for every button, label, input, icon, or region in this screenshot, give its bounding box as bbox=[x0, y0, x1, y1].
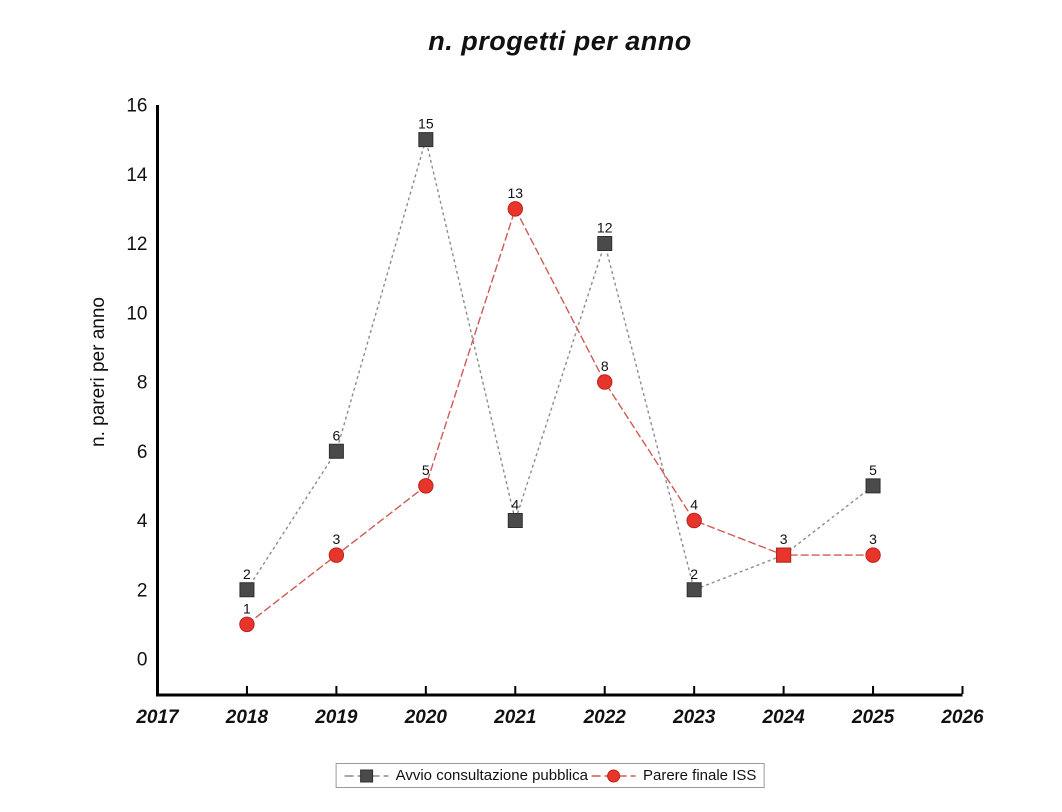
data-point-marker bbox=[418, 478, 434, 494]
data-point-label: 2 bbox=[690, 566, 698, 582]
data-point-label: 5 bbox=[869, 462, 877, 478]
data-point-label: 15 bbox=[418, 116, 434, 132]
data-point-marker bbox=[328, 547, 345, 563]
data-point-marker bbox=[507, 513, 523, 528]
data-point-label: 4 bbox=[511, 497, 519, 513]
y-tick-label: 0 bbox=[137, 650, 148, 671]
x-tick-label: 2025 bbox=[851, 707, 895, 728]
y-tick-label: 8 bbox=[137, 373, 148, 394]
data-point-marker bbox=[686, 512, 702, 529]
x-tick-label: 2020 bbox=[404, 707, 448, 728]
data-point-marker bbox=[776, 547, 792, 563]
legend: Avvio consultazione pubblica Parere fina… bbox=[335, 763, 765, 788]
legend-parere-marker-icon bbox=[591, 769, 636, 782]
data-point-label: 3 bbox=[780, 531, 788, 547]
y-tick-label: 10 bbox=[126, 303, 147, 324]
x-tick-label: 2021 bbox=[493, 707, 536, 728]
data-point-marker bbox=[239, 616, 255, 633]
data-point-label: 2 bbox=[243, 566, 251, 582]
y-tick-label: 16 bbox=[126, 96, 147, 117]
y-tick-label: 14 bbox=[126, 165, 148, 186]
data-point-marker bbox=[686, 582, 702, 598]
x-tick-label: 2024 bbox=[761, 707, 805, 728]
legend-avvio-marker-icon bbox=[344, 769, 389, 782]
data-point-label: 12 bbox=[597, 220, 613, 236]
x-tick-label: 2019 bbox=[314, 707, 358, 728]
chart-title: n. progetti per anno bbox=[428, 26, 692, 56]
legend-label-parere: Parere finale ISS bbox=[642, 767, 757, 784]
data-point-label: 5 bbox=[422, 462, 430, 478]
x-tick-label: 2022 bbox=[583, 707, 627, 728]
x-tick-label: 2018 bbox=[225, 707, 269, 728]
y-tick-label: 6 bbox=[137, 442, 148, 463]
y-tick-label: 2 bbox=[137, 580, 148, 601]
data-point-label: 13 bbox=[507, 185, 523, 201]
x-tick-label: 2026 bbox=[940, 707, 984, 728]
x-tick-label: 2023 bbox=[672, 707, 716, 728]
data-point-label: 6 bbox=[332, 427, 340, 443]
data-point-label: 3 bbox=[332, 531, 340, 547]
data-point-label: 3 bbox=[869, 531, 877, 547]
data-point-label: 8 bbox=[601, 358, 609, 374]
series-line-1 bbox=[246, 207, 874, 625]
series-line-0 bbox=[246, 136, 874, 591]
data-point-marker bbox=[597, 236, 613, 251]
legend-label-avvio: Avvio consultazione pubblica bbox=[395, 767, 588, 784]
data-point-marker bbox=[239, 582, 255, 598]
y-tick-label: 12 bbox=[126, 234, 147, 255]
data-point-label: 1 bbox=[243, 600, 251, 616]
data-point-marker bbox=[328, 443, 344, 459]
data-point-marker bbox=[597, 374, 613, 390]
data-point-marker bbox=[865, 478, 881, 494]
x-tick-label: 2017 bbox=[135, 707, 180, 728]
data-point-marker bbox=[418, 132, 434, 148]
data-point-marker bbox=[865, 547, 881, 563]
y-tick-label: 4 bbox=[137, 511, 148, 532]
data-point-label: 4 bbox=[690, 497, 698, 513]
data-point-marker bbox=[507, 201, 523, 217]
